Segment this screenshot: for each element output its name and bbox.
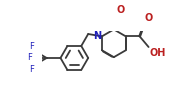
Text: O: O — [145, 13, 153, 23]
Text: N: N — [93, 31, 101, 41]
Text: O: O — [117, 5, 125, 15]
Text: F: F — [27, 53, 32, 62]
Text: F: F — [29, 65, 34, 74]
Text: F: F — [29, 42, 34, 50]
Text: OH: OH — [149, 48, 165, 58]
